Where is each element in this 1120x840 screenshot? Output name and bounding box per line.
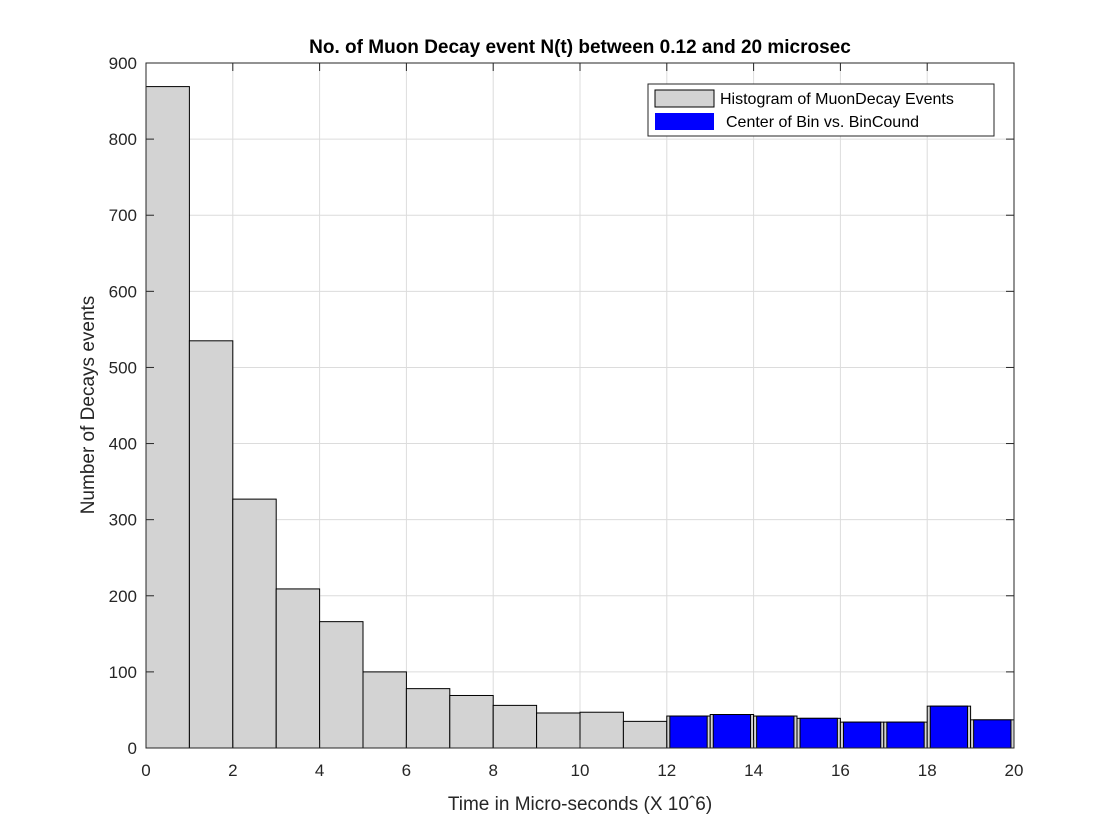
chart-title: No. of Muon Decay event N(t) between 0.1… [309,37,851,58]
x-tick-label: 12 [657,761,676,780]
y-tick-label: 800 [109,130,137,149]
x-tick-label: 4 [315,761,324,780]
x-tick-label: 16 [831,761,850,780]
legend-swatch-histogram [654,89,715,108]
center-bar [756,715,795,749]
center-bar [712,714,752,749]
x-tick-label: 2 [228,761,237,780]
center-bars [669,705,1012,749]
y-tick-label: 200 [109,587,137,606]
x-tick-label: 0 [141,761,150,780]
y-tick-label: 100 [109,663,137,682]
legend-label-histogram: Histogram of MuonDecay Events [720,91,954,108]
histogram-bar [362,671,407,749]
center-bar [799,717,838,749]
x-tick-label: 18 [918,761,937,780]
x-axis-ticks: 0 2 4 6 8 10 12 14 16 18 20 [141,63,1023,780]
y-tick-label: 400 [109,435,137,454]
x-axis-label: Time in Micro-seconds (X 10ˆ6) [448,794,712,815]
center-bar [886,721,925,749]
legend-swatch-center-bars [655,113,714,130]
x-tick-label: 6 [402,761,411,780]
center-bar [973,719,1012,749]
center-bar [929,705,969,749]
y-tick-label: 900 [109,54,137,73]
center-bar [669,715,708,749]
legend: Histogram of MuonDecay Events Center of … [647,83,995,137]
x-tick-label: 20 [1005,761,1024,780]
histogram-bar [449,694,494,749]
center-bar [842,721,882,749]
y-tick-label: 600 [109,282,137,301]
y-tick-label: 0 [128,739,137,758]
histogram-bar [405,688,451,749]
histogram-bar [536,712,581,749]
y-tick-label: 700 [109,206,137,225]
histogram-bar [145,86,190,749]
histogram-bar [188,340,234,749]
x-tick-label: 14 [744,761,763,780]
x-tick-label: 8 [488,761,497,780]
y-tick-label: 500 [109,358,137,377]
y-axis-ticks: 0 100 200 300 400 500 600 700 800 900 [109,54,1014,758]
y-axis-label: Number of Decays events [78,296,99,515]
legend-label-center-bars: Center of Bin vs. BinCound [726,114,919,131]
histogram-bar [275,588,321,749]
histogram-bar [492,704,538,749]
histogram-bar [579,711,624,749]
histogram-bar [319,621,364,749]
y-tick-label: 300 [109,511,137,530]
histogram-bar [232,498,277,749]
x-tick-label: 10 [571,761,590,780]
histogram-bar [622,720,668,749]
